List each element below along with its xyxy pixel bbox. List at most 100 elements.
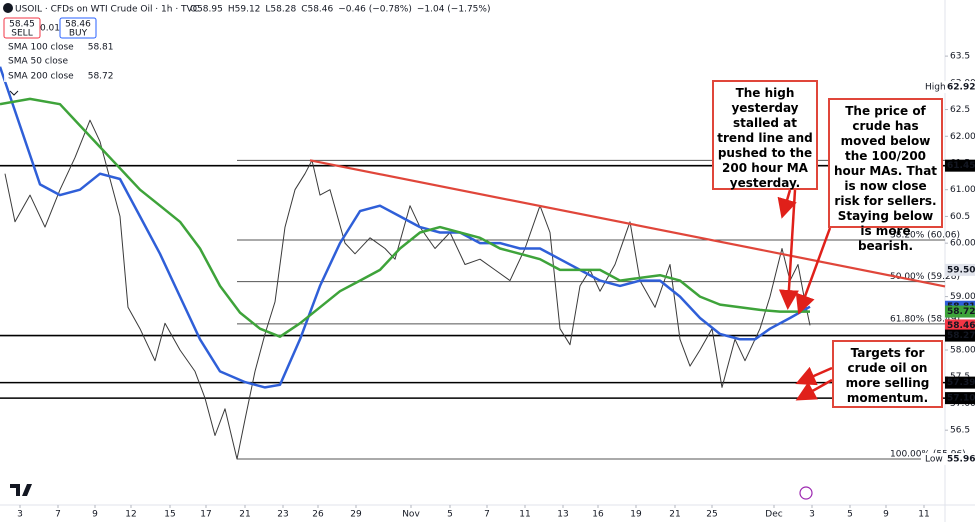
quote-value: −0.46 (−0.78%): [338, 5, 412, 15]
price-label: 58.46: [945, 319, 975, 332]
y-tick-label: 62.00: [950, 132, 975, 142]
price-label: 58.72: [945, 305, 975, 318]
legend-label: SMA 100 close: [8, 43, 74, 53]
quote-value: −1.04 (−1.75%): [417, 5, 491, 15]
x-tick-label: 11: [918, 510, 929, 520]
symbol-icon: [3, 3, 13, 13]
price-tag: High: [925, 83, 946, 93]
price-label: 57.39: [945, 376, 975, 389]
sell-label: SELL: [11, 29, 32, 39]
x-tick-label: 17: [200, 510, 211, 520]
price-label-box: [945, 159, 975, 172]
annotation-arrow: [778, 189, 799, 310]
y-tick-label: 61.00: [950, 185, 975, 195]
quote-value: O58.95: [190, 5, 223, 15]
price-label-box: [945, 263, 975, 276]
series-line: [309, 159, 946, 288]
x-tick-label: 9: [883, 510, 889, 520]
annotation-arrow: [795, 378, 833, 401]
x-tick-label: 11: [519, 510, 530, 520]
x-tick-label: 29: [350, 510, 362, 520]
annotation: Targets for crude oil on more selling mo…: [832, 340, 943, 408]
buy-price: 58.46: [65, 20, 91, 30]
alert-icon[interactable]: [799, 486, 813, 500]
price-label-box: [945, 81, 975, 94]
quote-value: L58.28: [265, 5, 296, 15]
sell-button[interactable]: [3, 17, 41, 39]
buy-button[interactable]: [59, 17, 97, 39]
y-tick-label: 60.00: [950, 239, 975, 249]
buy-label: BUY: [69, 29, 88, 39]
price-label-text: 61.45: [947, 161, 975, 171]
x-tick-label: 7: [55, 510, 61, 520]
legend-value: 58.72: [88, 72, 114, 82]
annotation-arrow: [795, 366, 833, 386]
x-tick-label: 23: [277, 510, 288, 520]
legend-label: SMA 200 close: [8, 72, 74, 82]
x-tick-label: 5: [847, 510, 853, 520]
legend-value: 58.81: [88, 43, 114, 53]
x-tick-label: 13: [557, 510, 568, 520]
price-label-text: 58.72: [947, 307, 975, 317]
annotation-arrow: [777, 189, 797, 219]
price-label-text: 57.10: [947, 394, 975, 404]
collapse-button[interactable]: [9, 90, 19, 96]
legend-label: SMA 50 close: [8, 57, 68, 67]
y-tick-label: 58.00: [950, 346, 975, 356]
price-label-text: 58.27: [947, 331, 975, 341]
x-tick-label: 19: [630, 510, 642, 520]
fib-label: 50.00% (59.28): [890, 272, 960, 282]
price-label-box: [945, 329, 975, 342]
series-line: [4, 119, 811, 460]
title: USOIL · CFDs on WTI Crude Oil · 1h · TVC: [15, 5, 199, 15]
price-label-box: [945, 305, 975, 318]
fib-label: 38.20% (60.06): [890, 230, 960, 240]
x-tick-label: 25: [706, 510, 717, 520]
y-tick-label: 63.5: [950, 52, 970, 62]
sell-price: 58.45: [9, 20, 35, 30]
x-tick-label: 9: [92, 510, 98, 520]
x-tick-label: 26: [312, 510, 324, 520]
series-line: [0, 97, 810, 338]
price-label-text: 62.92: [947, 83, 975, 93]
x-tick-label: 3: [17, 510, 23, 520]
x-tick-label: Nov: [402, 510, 420, 520]
price-label-text: 55.96: [947, 455, 975, 465]
price-label-box: [945, 453, 975, 466]
annotation: The price of crude has moved below the 1…: [828, 98, 943, 253]
price-label-box: [945, 392, 975, 405]
x-tick-label: 3: [809, 510, 815, 520]
x-tick-label: 7: [484, 510, 490, 520]
x-tick-label: 5: [447, 510, 453, 520]
price-label-box: [945, 319, 975, 332]
price-label-text: 59.50: [947, 265, 975, 275]
price-label: 55.96 Low: [921, 453, 975, 466]
x-tick-label: 16: [592, 510, 604, 520]
spread: 0.01: [40, 24, 60, 34]
quote-value: C58.46: [301, 5, 333, 15]
quote-value: H59.12: [228, 5, 261, 15]
price-label: 59.50: [945, 263, 975, 276]
price-label: 57.10: [945, 392, 975, 405]
y-tick-label: 56.5: [950, 426, 970, 436]
y-tick-label: 59.00: [950, 292, 975, 302]
annotation: The high yesterday stalled at trend line…: [712, 80, 818, 190]
x-tick-label: 21: [669, 510, 680, 520]
y-tick-label: 62.5: [950, 105, 970, 115]
price-label-text: 57.39: [947, 378, 975, 388]
price-tag-box: [921, 453, 945, 466]
y-tick-label: 60.5: [950, 212, 970, 222]
price-label-text: 58.46: [947, 321, 975, 331]
series-line: [0, 66, 811, 389]
price-label-box: [945, 376, 975, 389]
x-tick-label: 21: [239, 510, 250, 520]
tv-logo: [10, 484, 32, 496]
x-tick-label: 12: [125, 510, 136, 520]
price-tag-box: [921, 81, 945, 94]
fib-label: 61.80% (58.49): [890, 314, 960, 324]
price-label: 58.27: [945, 329, 975, 342]
legend-bg: [4, 70, 100, 82]
